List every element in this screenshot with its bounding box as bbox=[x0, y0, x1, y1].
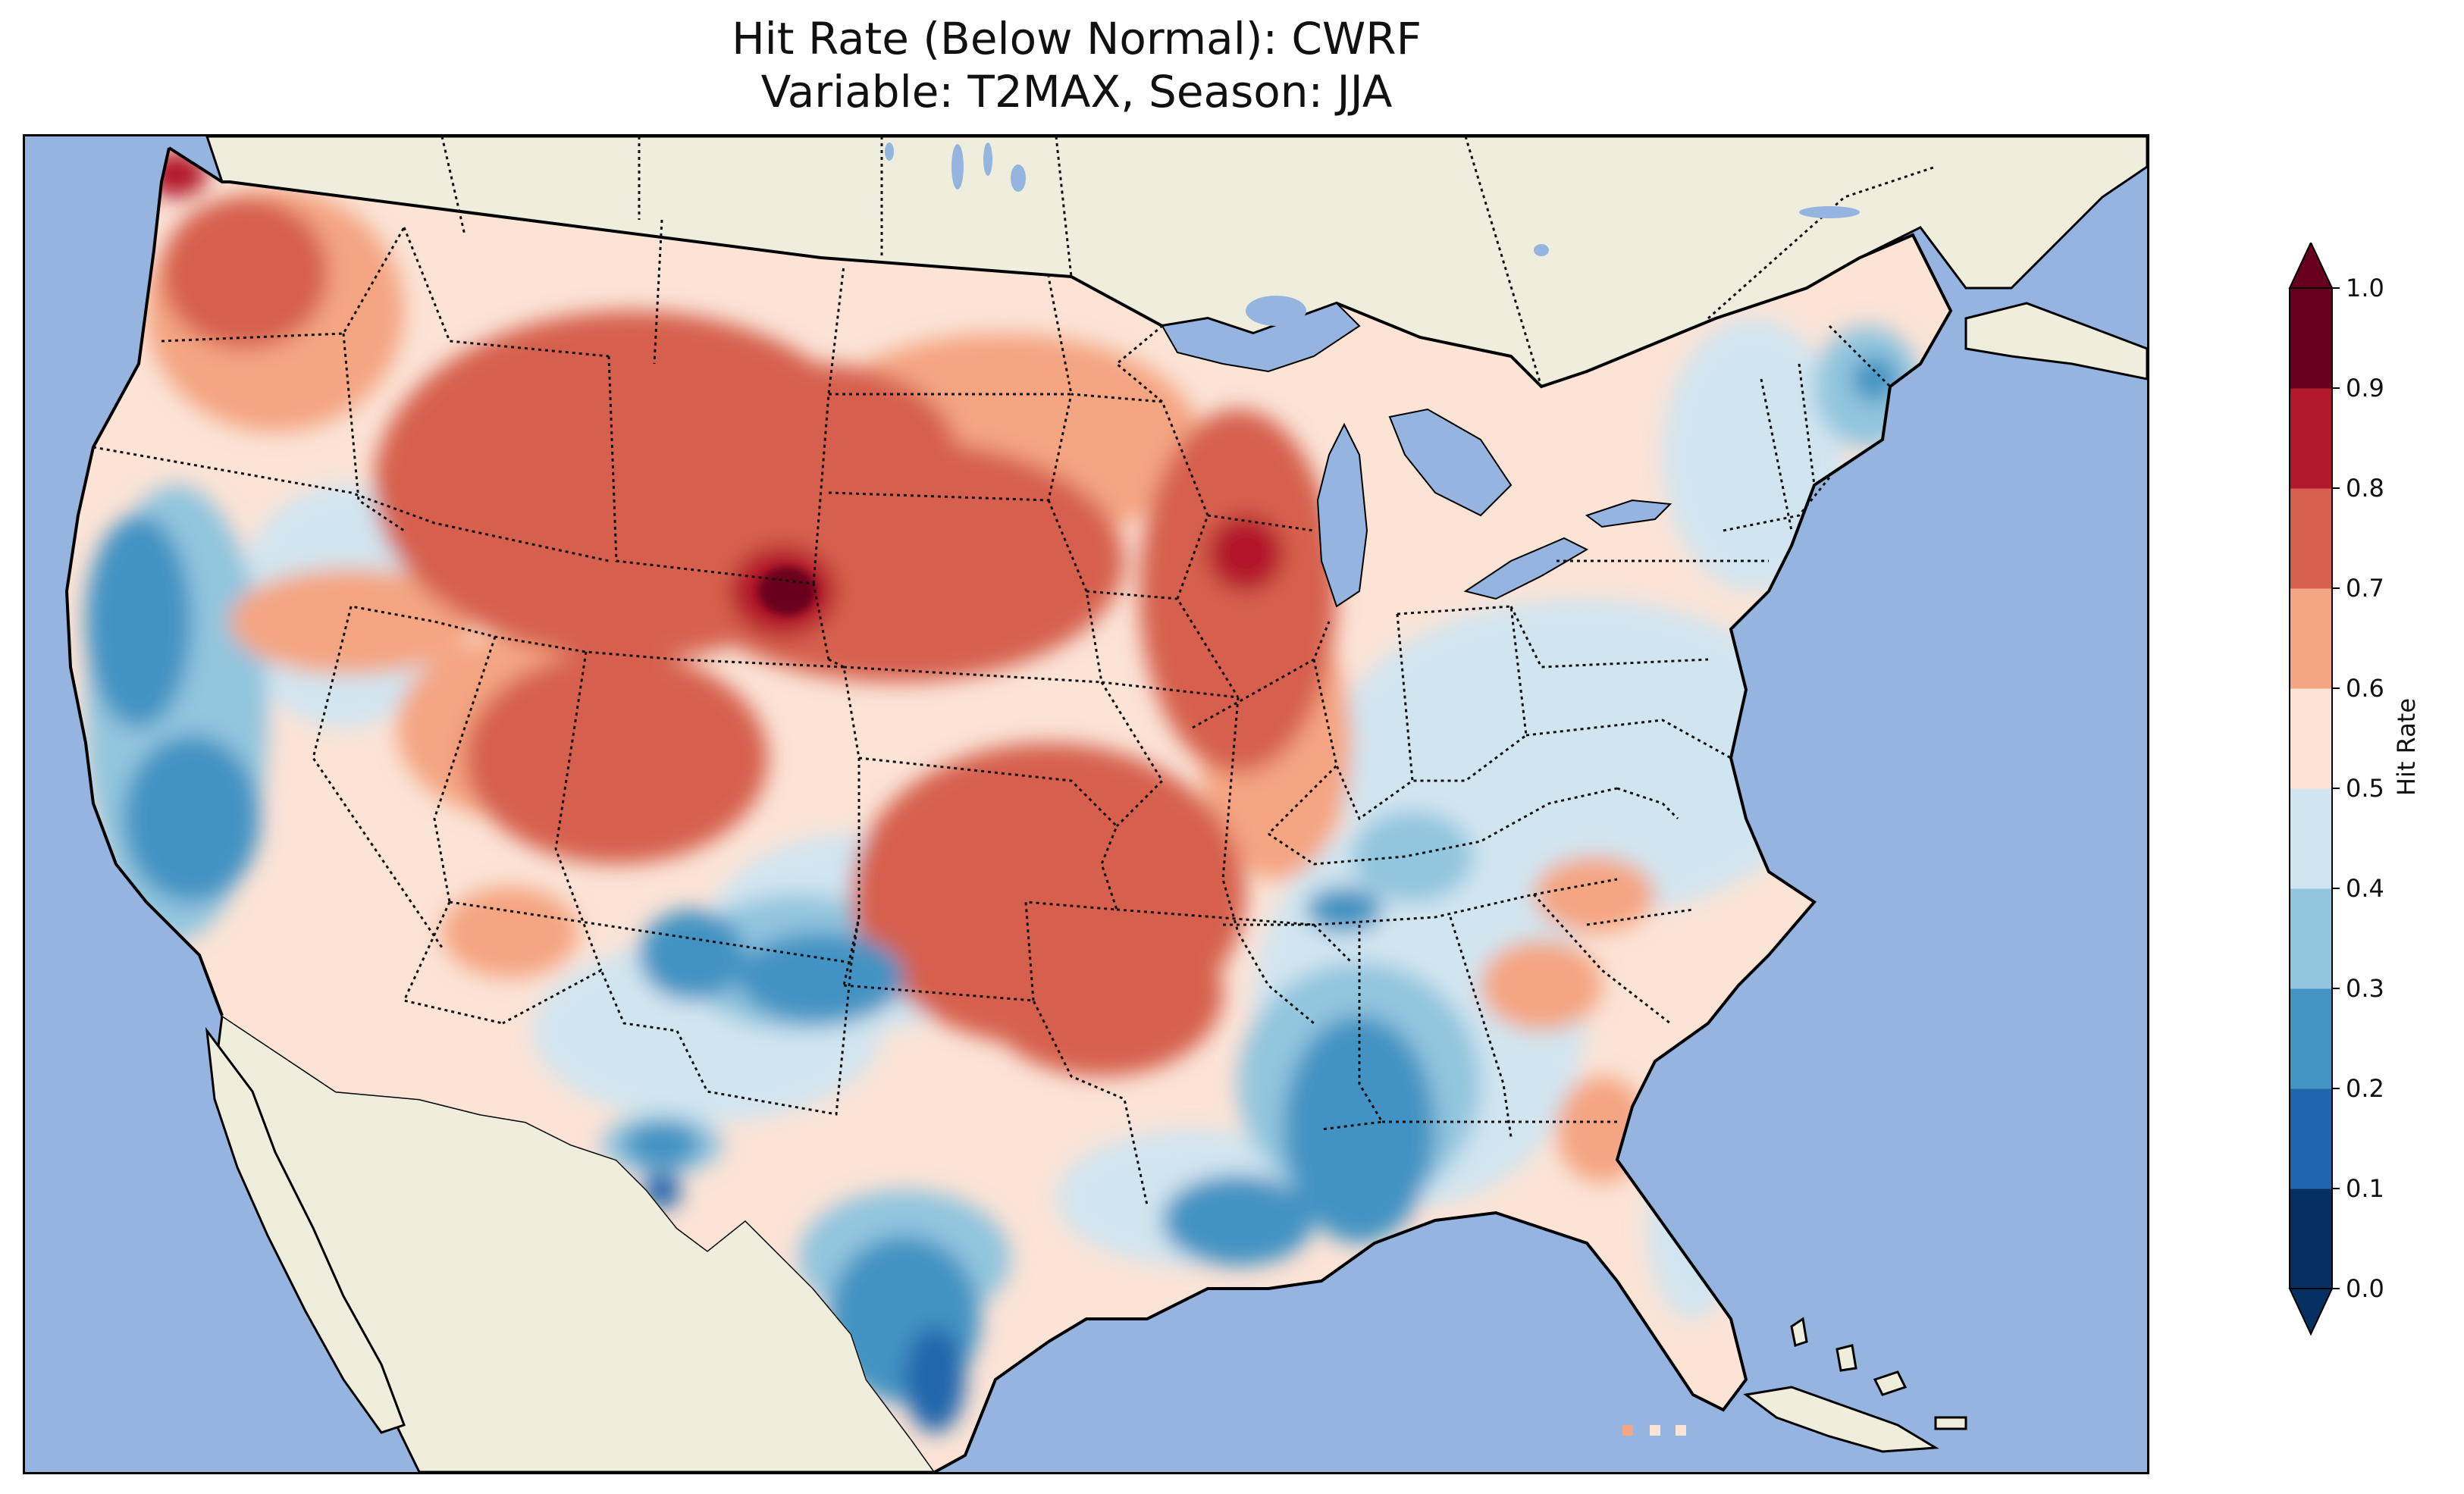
map-title-line1: Hit Rate (Below Normal): CWRF bbox=[732, 13, 1422, 64]
colorbar-segment bbox=[2290, 988, 2332, 1089]
colorbar-extend-min bbox=[2288, 1288, 2334, 1336]
colorbar-label: Hit Rate bbox=[2392, 697, 2421, 796]
map-panel bbox=[23, 134, 2149, 1474]
grid-cell bbox=[1676, 1425, 1686, 1436]
lake-superior bbox=[1161, 302, 1361, 373]
maritimes-land bbox=[1964, 302, 2147, 381]
colorbar-extend-max bbox=[2288, 243, 2334, 289]
colorbar-tick-label: 0.5 bbox=[2346, 774, 2384, 803]
lake-huron bbox=[1388, 408, 1513, 517]
province-borders bbox=[440, 136, 1936, 387]
colorbar-segment bbox=[2290, 688, 2332, 789]
canada-lakes bbox=[885, 143, 1860, 326]
map-title-line2: Variable: T2MAX, Season: JJA bbox=[760, 66, 1393, 117]
lake-erie bbox=[1463, 537, 1589, 600]
us-coastline bbox=[168, 146, 1953, 1472]
bahamas-island bbox=[1790, 1317, 1808, 1347]
colorbar-tick-label: 0.1 bbox=[2346, 1174, 2384, 1203]
colorbar-tick-label: 0.6 bbox=[2346, 674, 2384, 703]
bahamas-island bbox=[1873, 1370, 1908, 1396]
colorbar-tick-label: 0.4 bbox=[2346, 874, 2384, 903]
colorbar-segment bbox=[2290, 388, 2332, 489]
grid-cell bbox=[1622, 1425, 1633, 1436]
colorbar-segment bbox=[2290, 288, 2332, 389]
colorbar-segment bbox=[2290, 888, 2332, 989]
colorbar-segment bbox=[2290, 788, 2332, 889]
colorbar-tick-label: 0.2 bbox=[2346, 1074, 2384, 1103]
map-canvas bbox=[25, 136, 2147, 1472]
colorbar-tick-label: 1.0 bbox=[2346, 274, 2384, 302]
baja-land bbox=[205, 1026, 406, 1434]
grid-cell bbox=[1650, 1425, 1660, 1436]
state-borders bbox=[92, 219, 1892, 1206]
colorbar-tick-label: 0.7 bbox=[2346, 574, 2384, 603]
colorbar-tick-label: 0.9 bbox=[2346, 374, 2384, 402]
bahamas-island bbox=[1835, 1344, 1857, 1372]
colorbar-tick-label: 0.8 bbox=[2346, 474, 2384, 503]
colorbar: 0.0 0.1 0.2 0.3 0.4 0.5 0.6 0.7 0.8 0.9 1.0 bbox=[2288, 243, 2384, 1336]
colorbar-segment bbox=[2290, 488, 2332, 589]
lake-ontario bbox=[1585, 499, 1672, 528]
colorbar-segment bbox=[2290, 1088, 2332, 1189]
colorbar-segment bbox=[2290, 588, 2332, 689]
colorbar-tick-label: 0.0 bbox=[2346, 1274, 2384, 1303]
lake-michigan bbox=[1316, 422, 1368, 608]
colorbar-tick-label: 0.3 bbox=[2346, 974, 2384, 1003]
cuba-land bbox=[1743, 1386, 1939, 1453]
hit-rate-field bbox=[67, 148, 1951, 1472]
bahamas-island bbox=[1934, 1416, 1967, 1430]
colorbar-segment bbox=[2290, 1189, 2332, 1289]
us-west-coastline bbox=[64, 147, 224, 1016]
